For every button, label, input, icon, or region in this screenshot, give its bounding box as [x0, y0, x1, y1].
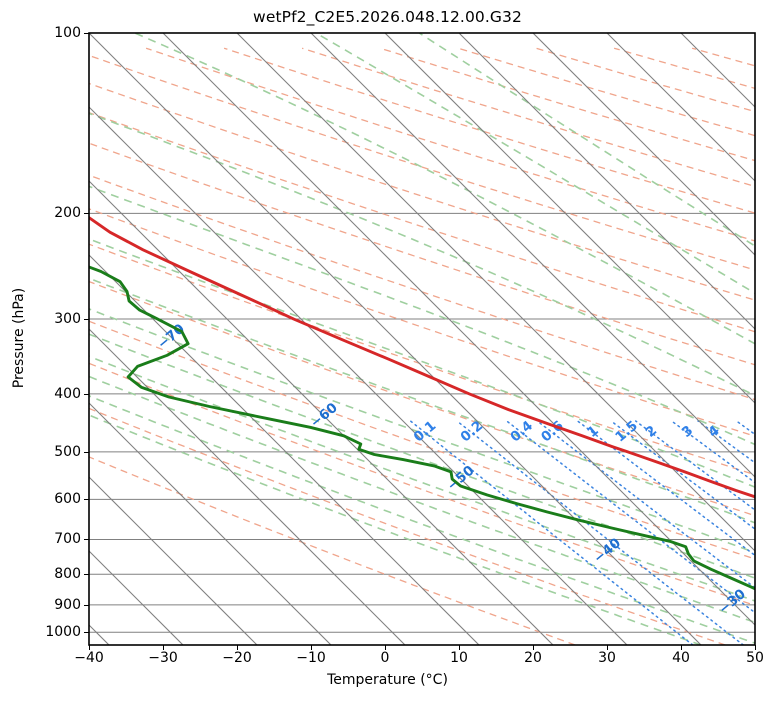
isotherm-line: [89, 254, 480, 645]
mixing-ratio-line: [610, 420, 755, 530]
moist-adiabat-line: [89, 355, 755, 602]
moist-adiabat-line: [89, 112, 755, 397]
moist-adiabat-line: [315, 33, 755, 295]
mixing-ratio-line: [634, 420, 755, 511]
moist-adiabat-line: [134, 33, 755, 345]
moist-adiabat-line: [89, 414, 702, 645]
x-tick-label: −30: [148, 650, 178, 666]
page-title: wetPf2_C2E5.2026.048.12.00.G32: [253, 8, 522, 26]
grid-layer: [89, 33, 755, 645]
y-axis-label: Pressure (hPa): [11, 287, 27, 389]
x-tick-label: 0: [380, 650, 390, 666]
moist-adiabat-line: [89, 375, 755, 624]
moist-adiabat-line: [89, 333, 755, 580]
isotherm-line: [754, 33, 755, 34]
dry-adiabat-line: [89, 407, 726, 645]
isotherm-line: [310, 33, 755, 478]
dry-adiabat-line: [89, 362, 755, 607]
dry-adiabat-line: [89, 111, 755, 333]
isotherm-line: [532, 33, 755, 256]
dry-adiabat-line: [89, 82, 755, 301]
x-tick-label: −10: [296, 650, 326, 666]
x-axis-label: Temperature (°C): [327, 672, 448, 688]
x-tick-label: −40: [74, 650, 104, 666]
isotherm-line: [384, 33, 755, 404]
isotherm-line: [458, 33, 755, 330]
isotherm-line: [89, 476, 258, 645]
dry-adiabat-line: [89, 174, 755, 401]
isotherm-line: [606, 33, 755, 182]
temperature-profile-curve: [89, 215, 755, 499]
isotherm-line: [89, 33, 702, 645]
moist-adiabat-line: [89, 308, 755, 554]
x-tick-label: 20: [524, 650, 542, 666]
plot-area: 0.1 0.2 0.4 0.6 1 1.5 2 3 4 −70 −60 −50 −40 −30: [88, 32, 756, 646]
isotherm-line: [89, 328, 406, 645]
plot-border: [88, 32, 756, 646]
moist-adiabat-line: [89, 277, 755, 524]
x-tick-label: 10: [450, 650, 468, 666]
mixing-ratio-line: [536, 420, 755, 589]
dry-adiabat-line: [89, 142, 755, 366]
dry-adiabat-line: [89, 208, 755, 437]
grid-label-layer: 0.1 0.2 0.4 0.6 1 1.5 2 3 4−70−60−50−40−30: [155, 321, 749, 618]
x-tick-label: −20: [222, 650, 252, 666]
isotherm-line: [89, 180, 554, 645]
x-tick-label: 30: [598, 650, 616, 666]
isotherm-line: [89, 402, 332, 645]
isotherm-line: [89, 106, 628, 645]
x-tick-label: 50: [746, 650, 764, 666]
dewpoint-profile-curve: [89, 265, 755, 591]
mixing-ratio-line: [765, 421, 775, 645]
isotherm-line: [236, 33, 755, 552]
plot-frame: [88, 32, 756, 646]
dry-adiabat-line: [89, 243, 755, 476]
x-tick-label: 40: [672, 650, 690, 666]
sounding-curve-layer: [89, 215, 755, 591]
mixing-ratio-line: [409, 420, 694, 645]
moist-adiabat-line: [89, 238, 755, 489]
dry-adiabat-line: [89, 456, 576, 645]
mixing-ratio-line: [505, 420, 755, 614]
